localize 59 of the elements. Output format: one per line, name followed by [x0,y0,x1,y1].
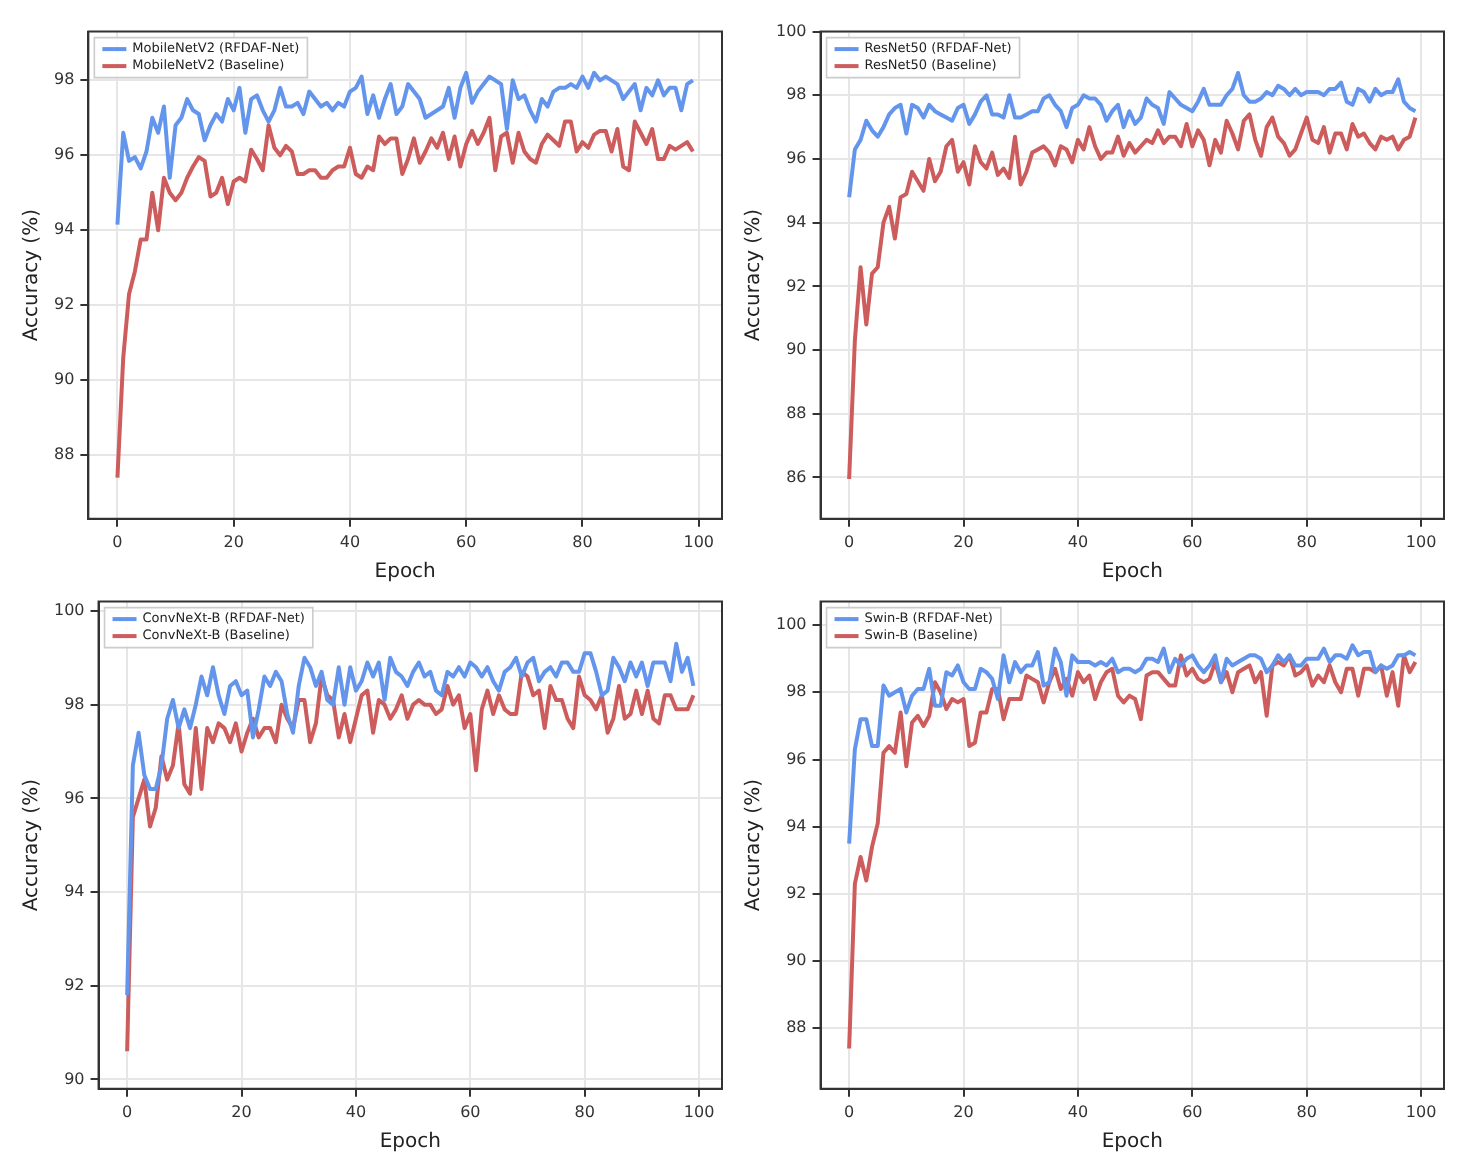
x-tick-label: 60 [1182,1102,1203,1121]
y-tick-label: 98 [786,682,807,701]
x-tick-label: 40 [1067,1102,1089,1121]
y-axis-title: Accuracy (%) [743,778,766,912]
y-tick-label: 88 [786,403,807,422]
y-tick-label: 98 [53,70,75,89]
x-tick-label: 0 [844,1102,855,1121]
y-tick-label: 90 [64,1069,85,1088]
y-tick-label: 94 [53,220,75,239]
x-tick-label: 100 [683,532,715,551]
y-tick-label: 88 [53,445,75,464]
y-axis-title: Accuracy (%) [21,208,44,342]
y-axis-title: Accuracy (%) [743,208,766,342]
x-axis-title: Epoch [1101,1131,1163,1154]
x-tick-label: 60 [456,532,477,551]
y-tick-label: 90 [786,951,807,970]
y-tick-label: 94 [786,212,807,231]
y-tick-label: 98 [64,694,85,713]
y-tick-label: 90 [53,370,75,389]
x-tick-label: 80 [574,1102,595,1121]
x-tick-label: 60 [1182,532,1203,551]
y-tick-label: 86 [786,467,807,486]
y-tick-label: 96 [64,788,85,807]
x-tick-label: 0 [112,532,123,551]
x-tick-label: 100 [1405,1102,1437,1121]
y-tick-label: 90 [786,340,807,359]
x-tick-label: 20 [953,1102,974,1121]
x-tick-label: 20 [953,532,974,551]
x-tick-label: 20 [231,1102,252,1121]
x-tick-label: 20 [223,532,244,551]
x-tick-label: 80 [1296,1102,1317,1121]
y-tick-label: 92 [64,975,85,994]
x-tick-label: 60 [460,1102,481,1121]
y-tick-label: 96 [53,145,75,164]
y-tick-label: 92 [53,295,75,314]
y-tick-label: 94 [786,816,807,835]
y-axis-title: Accuracy (%) [21,778,44,912]
y-tick-label: 100 [775,615,807,634]
y-tick-label: 88 [786,1018,807,1037]
y-tick-label: 98 [786,85,807,104]
x-axis-title: Epoch [1101,561,1163,584]
x-axis-title: Epoch [379,1131,441,1154]
y-tick-label: 92 [786,884,807,903]
x-tick-label: 100 [1405,532,1437,551]
y-tick-label: 96 [786,749,807,768]
x-tick-label: 80 [1296,532,1317,551]
x-tick-label: 0 [122,1102,133,1121]
x-axis-title: Epoch [374,561,436,584]
x-tick-label: 40 [345,1102,367,1121]
x-tick-label: 80 [572,532,593,551]
y-tick-label: 94 [64,882,85,901]
y-tick-label: 100 [53,601,85,620]
y-tick-label: 96 [786,149,807,168]
x-tick-label: 40 [339,532,361,551]
y-tick-label: 92 [786,276,807,295]
x-tick-label: 0 [844,532,855,551]
x-tick-label: 100 [683,1102,715,1121]
x-tick-label: 40 [1067,532,1089,551]
y-tick-label: 100 [775,21,807,40]
